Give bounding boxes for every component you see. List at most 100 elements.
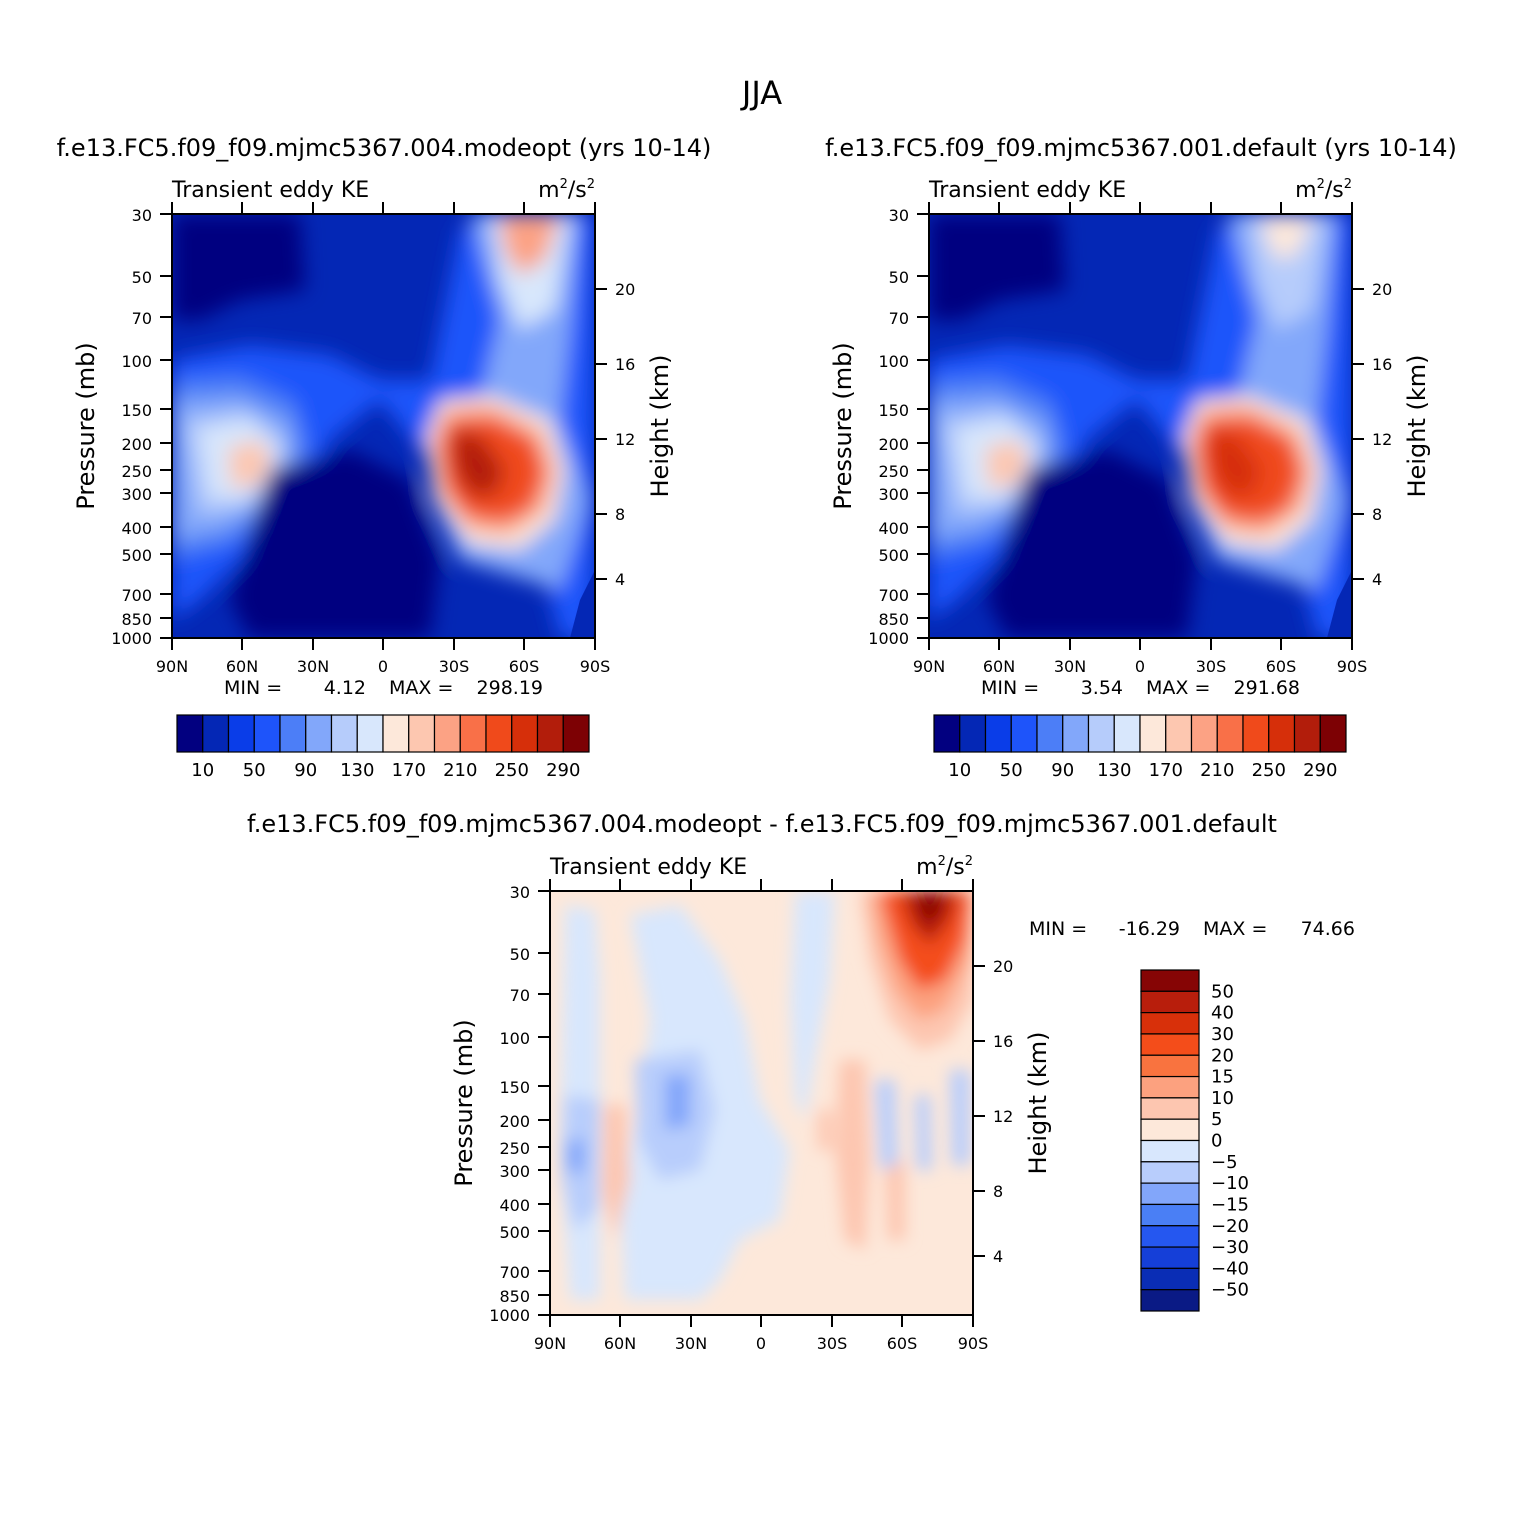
min-value: 4.12 bbox=[324, 677, 366, 699]
colorbar-swatch bbox=[1087, 714, 1115, 753]
colorbar-label: 10 bbox=[191, 760, 214, 781]
colorbar-label: 50 bbox=[243, 760, 266, 781]
colorbar-swatch bbox=[1140, 1033, 1200, 1056]
field-tropical-low bbox=[987, 450, 1197, 638]
field-nh-pos bbox=[602, 1105, 630, 1240]
field-sh-jet-core bbox=[452, 430, 505, 495]
max-label: MAX = bbox=[1203, 918, 1267, 940]
field-nh-neg-core bbox=[566, 1140, 585, 1175]
p-tick-70: 70 bbox=[510, 986, 530, 1005]
colorbar-swatch bbox=[1140, 990, 1200, 1014]
pressure-tick-marks bbox=[538, 879, 985, 1327]
colorbar-label: 130 bbox=[340, 760, 374, 781]
colorbar-swatch bbox=[1140, 1075, 1200, 1099]
field-nh-jet-core bbox=[228, 440, 272, 488]
colorbar-swatch bbox=[1140, 1289, 1200, 1312]
field-sh-pos-3 bbox=[885, 1160, 905, 1240]
p-tick-500: 500 bbox=[121, 546, 152, 565]
colorbar-swatch bbox=[279, 714, 307, 753]
h-tick-16: 16 bbox=[1372, 355, 1392, 374]
height-axis: 20 16 12 8 4 bbox=[615, 280, 635, 589]
field-upper-nh-min bbox=[172, 214, 305, 320]
lat-tick-30s: 30S bbox=[817, 1334, 848, 1353]
colorbar-swatch bbox=[1140, 1225, 1200, 1248]
pressure-tick-marks bbox=[917, 202, 1364, 650]
colorbar-swatch bbox=[1268, 714, 1296, 753]
field-label: Transient eddy KE bbox=[549, 855, 747, 880]
figure-title: JJA bbox=[740, 74, 782, 112]
colorbar-swatch bbox=[459, 714, 487, 753]
lat-tick-60s: 60S bbox=[887, 1334, 918, 1353]
colorbar-label: 10 bbox=[1211, 1088, 1234, 1109]
colorbar-label: 5 bbox=[1211, 1109, 1222, 1130]
max-value: 291.68 bbox=[1234, 677, 1300, 699]
colorbar-label: −15 bbox=[1211, 1194, 1249, 1215]
colorbar-label: 290 bbox=[1303, 760, 1337, 781]
lat-tick-90s: 90S bbox=[958, 1334, 989, 1353]
field-antarctic-mask bbox=[1327, 570, 1352, 638]
colorbar-label: −40 bbox=[1211, 1258, 1249, 1279]
colorbar-label: 210 bbox=[1200, 760, 1234, 781]
colorbar-swatch bbox=[485, 714, 513, 753]
h-tick-20: 20 bbox=[1372, 280, 1392, 299]
colorbar-swatch bbox=[1140, 969, 1200, 992]
colorbar-swatch bbox=[1319, 714, 1347, 753]
h-tick-8: 8 bbox=[993, 1182, 1003, 1201]
colorbar-label: 0 bbox=[1211, 1131, 1222, 1152]
pressure-axis-label: Pressure (mb) bbox=[450, 1019, 478, 1186]
colorbar-label: 170 bbox=[392, 760, 426, 781]
field-antarctic-mask bbox=[570, 570, 595, 638]
colorbar-swatch bbox=[1140, 1118, 1200, 1142]
p-tick-150: 150 bbox=[499, 1078, 530, 1097]
p-tick-300: 300 bbox=[878, 485, 909, 504]
colorbar-swatch bbox=[408, 714, 436, 753]
field-subtrop-neg-core bbox=[665, 1075, 690, 1130]
min-max-stats: MIN = -16.29 MAX = 74.66 bbox=[1029, 918, 1355, 940]
panel-title: f.e13.FC5.f09_f09.mjmc5367.004.modeopt (… bbox=[57, 134, 712, 162]
colorbar-swatch bbox=[1140, 1203, 1200, 1227]
p-tick-100: 100 bbox=[878, 352, 909, 371]
h-tick-8: 8 bbox=[1372, 505, 1382, 524]
p-tick-700: 700 bbox=[121, 586, 152, 605]
min-label: MIN = bbox=[981, 677, 1039, 699]
p-tick-500: 500 bbox=[499, 1223, 530, 1242]
p-tick-400: 400 bbox=[878, 519, 909, 538]
pressure-axis-label: Pressure (mb) bbox=[829, 342, 857, 509]
colorbar-swatch bbox=[305, 714, 333, 753]
p-tick-70: 70 bbox=[132, 309, 152, 328]
colorbar-swatch bbox=[1140, 1097, 1200, 1120]
height-axis: 20 16 12 8 4 bbox=[1372, 280, 1392, 589]
colorbar-swatch bbox=[1140, 1012, 1200, 1035]
h-tick-4: 4 bbox=[993, 1247, 1003, 1266]
units-label: m2/s2 bbox=[1295, 177, 1352, 203]
field-mid-band bbox=[929, 214, 1352, 638]
p-tick-100: 100 bbox=[121, 352, 152, 371]
pressure-axis: 30 50 70 100 150 200 250 300 400 500 700… bbox=[868, 206, 909, 648]
p-tick-300: 300 bbox=[499, 1162, 530, 1181]
latitude-axis: 90N 60N 30N 0 30S 60S 90S bbox=[156, 657, 610, 676]
h-tick-4: 4 bbox=[615, 570, 625, 589]
colorbar-swatch bbox=[253, 714, 281, 753]
lat-tick-60s: 60S bbox=[509, 657, 540, 676]
lat-tick-90n: 90N bbox=[534, 1334, 566, 1353]
max-label: MAX = bbox=[1146, 677, 1210, 699]
lat-tick-90n: 90N bbox=[913, 657, 945, 676]
max-value: 298.19 bbox=[477, 677, 543, 699]
field-label: Transient eddy KE bbox=[928, 178, 1126, 203]
p-tick-150: 150 bbox=[878, 401, 909, 420]
colorbar-swatch bbox=[536, 714, 564, 753]
units-label: m2/s2 bbox=[538, 177, 595, 203]
min-value: -16.29 bbox=[1119, 918, 1180, 940]
colorbar-swatch bbox=[433, 714, 461, 753]
p-tick-250: 250 bbox=[499, 1139, 530, 1158]
colorbar-swatch bbox=[1010, 714, 1038, 753]
p-tick-850: 850 bbox=[499, 1287, 530, 1306]
min-max-stats: MIN = 3.54 MAX = 291.68 bbox=[981, 677, 1300, 699]
latitude-axis: 90N 60N 30N 0 30S 60S 90S bbox=[913, 657, 1367, 676]
colorbar-label: 290 bbox=[546, 760, 580, 781]
field-mid-band bbox=[172, 214, 595, 638]
p-tick-30: 30 bbox=[132, 206, 152, 225]
p-tick-850: 850 bbox=[121, 610, 152, 629]
colorbar-swatch bbox=[1293, 714, 1321, 753]
